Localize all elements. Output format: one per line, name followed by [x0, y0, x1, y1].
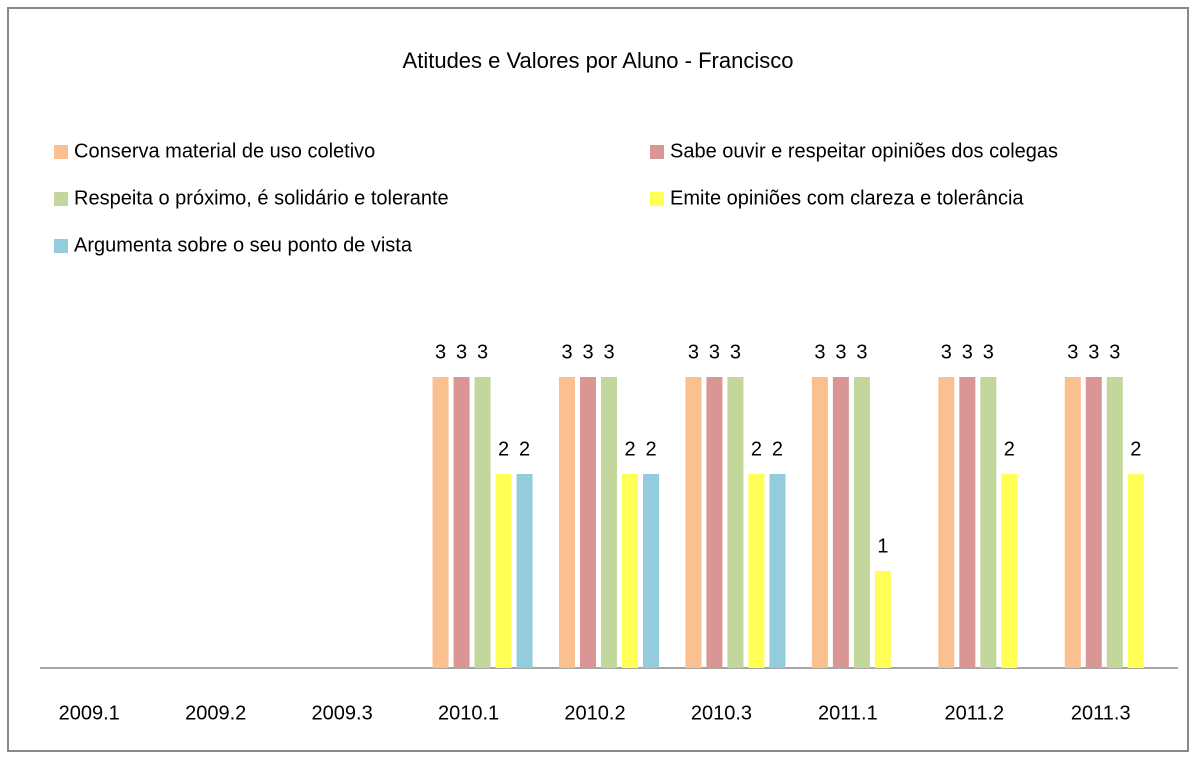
legend-swatch: [54, 145, 68, 159]
bar: [980, 377, 997, 668]
x-tick-label: 2010.1: [438, 702, 499, 724]
bar: [453, 377, 470, 668]
legend-label: Emite opiniões com clareza e tolerância: [670, 187, 1024, 209]
data-label: 3: [983, 341, 994, 363]
bar: [432, 377, 449, 668]
x-tick-label: 2010.3: [691, 702, 752, 724]
x-tick-label: 2011.3: [1071, 702, 1131, 724]
bar: [474, 377, 491, 668]
legend-swatch: [650, 145, 664, 159]
bar: [832, 377, 849, 668]
data-label: 2: [751, 438, 762, 460]
bar: [853, 377, 870, 668]
bar: [811, 377, 828, 668]
data-label: 2: [645, 438, 656, 460]
data-label: 3: [941, 341, 952, 363]
data-label: 3: [856, 341, 867, 363]
data-label: 1: [877, 535, 888, 557]
x-tick-label: 2009.2: [185, 702, 246, 724]
data-label: 3: [435, 341, 446, 363]
bar: [769, 474, 786, 668]
chart-title: Atitudes e Valores por Aluno - Francisco: [403, 48, 794, 73]
bar: [1064, 377, 1081, 668]
data-label: 3: [561, 341, 572, 363]
bar: [938, 377, 955, 668]
bar: [1001, 474, 1018, 668]
legend-swatch: [54, 192, 68, 206]
legend-label: Respeita o próximo, é solidário e tolera…: [74, 187, 449, 209]
data-label: 3: [1067, 341, 1078, 363]
data-label: 3: [1109, 341, 1120, 363]
data-label: 3: [709, 341, 720, 363]
data-label: 2: [519, 438, 530, 460]
x-tick-label: 2009.3: [312, 702, 373, 724]
legend-swatch: [54, 239, 68, 253]
data-label: 2: [498, 438, 509, 460]
data-label: 2: [624, 438, 635, 460]
bar: [874, 571, 891, 668]
x-tick-label: 2010.2: [564, 702, 625, 724]
legend-label: Argumenta sobre o seu ponto de vista: [74, 234, 413, 256]
bar: [1127, 474, 1144, 668]
data-label: 3: [603, 341, 614, 363]
bar: [748, 474, 765, 668]
data-label: 3: [730, 341, 741, 363]
bar: [706, 377, 723, 668]
bar: [622, 474, 638, 668]
bar: [601, 377, 617, 668]
x-tick-label: 2011.1: [818, 702, 878, 724]
data-label: 3: [962, 341, 973, 363]
bar: [685, 377, 702, 668]
data-label: 3: [1088, 341, 1099, 363]
x-tick-label: 2011.2: [944, 702, 1004, 724]
legend-swatch: [650, 192, 664, 206]
bar: [516, 474, 533, 668]
bar: [959, 377, 976, 668]
bar: [495, 474, 512, 668]
x-tick-label: 2009.1: [59, 702, 120, 724]
legend-label: Sabe ouvir e respeitar opiniões dos cole…: [670, 140, 1058, 162]
bar: [727, 377, 744, 668]
data-label: 2: [1130, 438, 1141, 460]
bar: [580, 377, 596, 668]
data-label: 3: [582, 341, 593, 363]
data-label: 3: [835, 341, 846, 363]
bar: [1106, 377, 1123, 668]
bar: [1085, 377, 1102, 668]
bar: [643, 474, 659, 668]
data-label: 3: [477, 341, 488, 363]
data-label: 3: [814, 341, 825, 363]
data-label: 2: [772, 438, 783, 460]
data-label: 2: [1004, 438, 1015, 460]
data-label: 3: [456, 341, 467, 363]
legend-label: Conserva material de uso coletivo: [74, 140, 375, 162]
data-label: 3: [688, 341, 699, 363]
bar: [559, 377, 575, 668]
